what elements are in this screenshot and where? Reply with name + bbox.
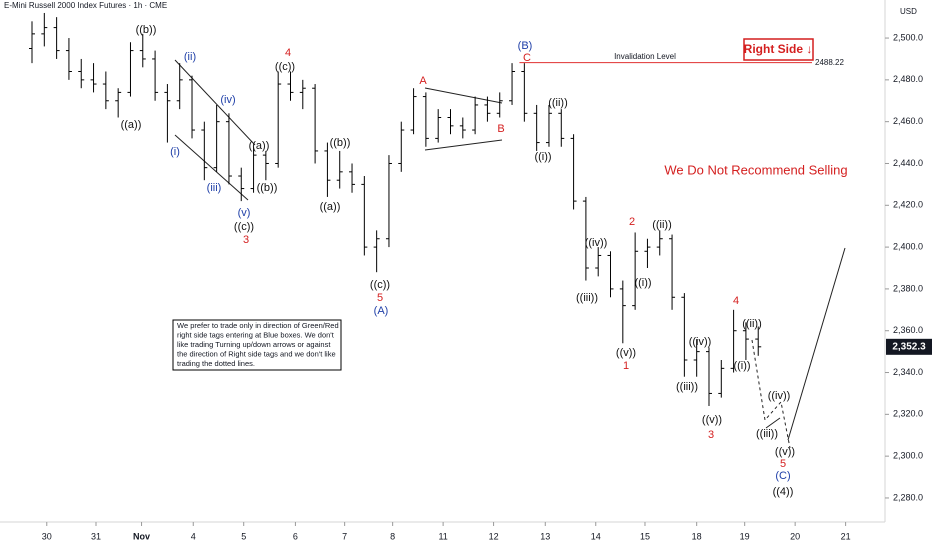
- wave-label: ((4)): [773, 486, 794, 498]
- wave-label: ((b)): [136, 24, 157, 36]
- y-tick-label: 2,440.0: [893, 158, 923, 168]
- note-line: right side tags entering at Blue boxes. …: [177, 330, 335, 339]
- dotted-path: [751, 339, 791, 449]
- y-tick-label: 2,340.0: [893, 367, 923, 377]
- wave-label: ((c)): [370, 279, 390, 291]
- x-tick-label: 4: [191, 531, 196, 541]
- x-tick-label: 13: [540, 531, 550, 541]
- wave-label: (C): [775, 470, 790, 482]
- wave-label: ((iv)): [585, 237, 608, 249]
- y-tick-label: 2,480.0: [893, 74, 923, 84]
- last-price-badge: [886, 338, 932, 355]
- wave-label: (v): [238, 207, 251, 219]
- y-tick-label: 2,400.0: [893, 241, 923, 251]
- wave-label: ((ii)): [742, 318, 762, 330]
- currency: USD: [900, 7, 917, 16]
- wave-label: 1: [623, 360, 629, 372]
- wave-label: ((v)): [702, 414, 722, 426]
- x-tick-label: 14: [591, 531, 601, 541]
- wave-label: ((c)): [275, 61, 295, 73]
- wave-label: 4: [285, 47, 291, 59]
- wave-label: ((a)): [121, 119, 142, 131]
- wave-label: 4: [733, 295, 739, 307]
- wave-label: ((b)): [330, 137, 351, 149]
- wave-label: (B): [518, 40, 533, 52]
- wave-label: ((c)): [234, 221, 254, 233]
- x-tick-label: 21: [841, 531, 851, 541]
- note-line: trading the dotted lines.: [177, 359, 255, 368]
- x-tick-label: 31: [91, 531, 101, 541]
- x-tick-label: 30: [42, 531, 52, 541]
- wave-label: 2: [629, 216, 635, 228]
- x-tick-label: 12: [489, 531, 499, 541]
- wave-label: ((ii)): [652, 219, 672, 231]
- drawings: [174, 59, 846, 449]
- right-side-tag: Right Side ↓: [744, 42, 813, 56]
- y-tick-label: 2,300.0: [893, 451, 923, 461]
- wave-label: 3: [708, 429, 714, 441]
- wave-label: ((b)): [257, 182, 278, 194]
- y-tick-label: 2,320.0: [893, 409, 923, 419]
- wave-label: (iv): [220, 94, 235, 106]
- note: We prefer to trade only in direction of …: [177, 321, 339, 368]
- y-tick-label: 2,460.0: [893, 116, 923, 126]
- last-price-label: 2,352.3: [892, 341, 926, 352]
- x-tick-label: 7: [342, 531, 347, 541]
- wave-label: B: [497, 123, 504, 135]
- invalidation-name: Invalidation Level: [614, 52, 676, 61]
- wave-label: A: [419, 75, 427, 87]
- x-tick-label: 11: [438, 531, 447, 541]
- headline: We Do Not Recommend Selling: [664, 162, 847, 177]
- wave-label: ((i)): [534, 151, 551, 163]
- y-tick-label: 2,420.0: [893, 200, 923, 210]
- wave-label: (ii): [184, 51, 196, 63]
- x-tick-label: 8: [390, 531, 395, 541]
- wave-label: 3: [243, 234, 249, 246]
- wave-label: (A): [374, 305, 389, 317]
- wave-label: (i): [170, 146, 180, 158]
- wave-label: ((i)): [634, 277, 651, 289]
- note-line: like trading Turning up/down arrows or a…: [177, 340, 331, 349]
- y-tick-label: 2,360.0: [893, 325, 923, 335]
- wave-label: ((iii)): [676, 381, 698, 393]
- wave-label: ((iii)): [576, 292, 598, 304]
- x-tick-label: 6: [293, 531, 298, 541]
- wave-label: ((ii)): [548, 97, 568, 109]
- note-line: the direction of Right side tags and we …: [177, 349, 336, 358]
- wave-label: ((v)): [775, 446, 795, 458]
- x-tick-label: 5: [241, 531, 246, 541]
- x-tick-label: 18: [692, 531, 702, 541]
- wave-label: ((i)): [733, 360, 750, 372]
- y-tick-label: 2,280.0: [893, 492, 923, 502]
- invalidation-value: 2488.22: [815, 58, 844, 67]
- y-tick-label: 2,380.0: [893, 283, 923, 293]
- wave-label: ((a)): [249, 140, 270, 152]
- triangle-line: [424, 87, 503, 104]
- wave-label: ((a)): [320, 201, 341, 213]
- channel-line: [174, 134, 249, 201]
- projection-line: [765, 417, 781, 429]
- chart-title: E-Mini Russell 2000 Index Futures · 1h ·…: [4, 1, 167, 10]
- x-tick-label: Nov: [133, 531, 150, 541]
- x-tick-label: 20: [790, 531, 800, 541]
- wave-label: ((iv)): [689, 336, 712, 348]
- x-tick-label: 19: [740, 531, 750, 541]
- wave-label: ((v)): [616, 347, 636, 359]
- x-tick-label: 15: [640, 531, 650, 541]
- wave-label: C: [523, 52, 531, 64]
- channel-line: [174, 59, 256, 146]
- wave-label: 5: [377, 292, 383, 304]
- triangle-line: [424, 139, 503, 151]
- wave-label: ((iii)): [756, 428, 778, 440]
- y-tick-label: 2,500.0: [893, 32, 923, 42]
- wave-label: ((iv)): [768, 390, 791, 402]
- note-box: [172, 319, 342, 371]
- right-side-box: [743, 38, 814, 61]
- wave-label: 5: [780, 458, 786, 470]
- wave-label: (iii): [207, 182, 222, 194]
- projection-line: [787, 247, 846, 441]
- note-line: We prefer to trade only in direction of …: [177, 321, 339, 330]
